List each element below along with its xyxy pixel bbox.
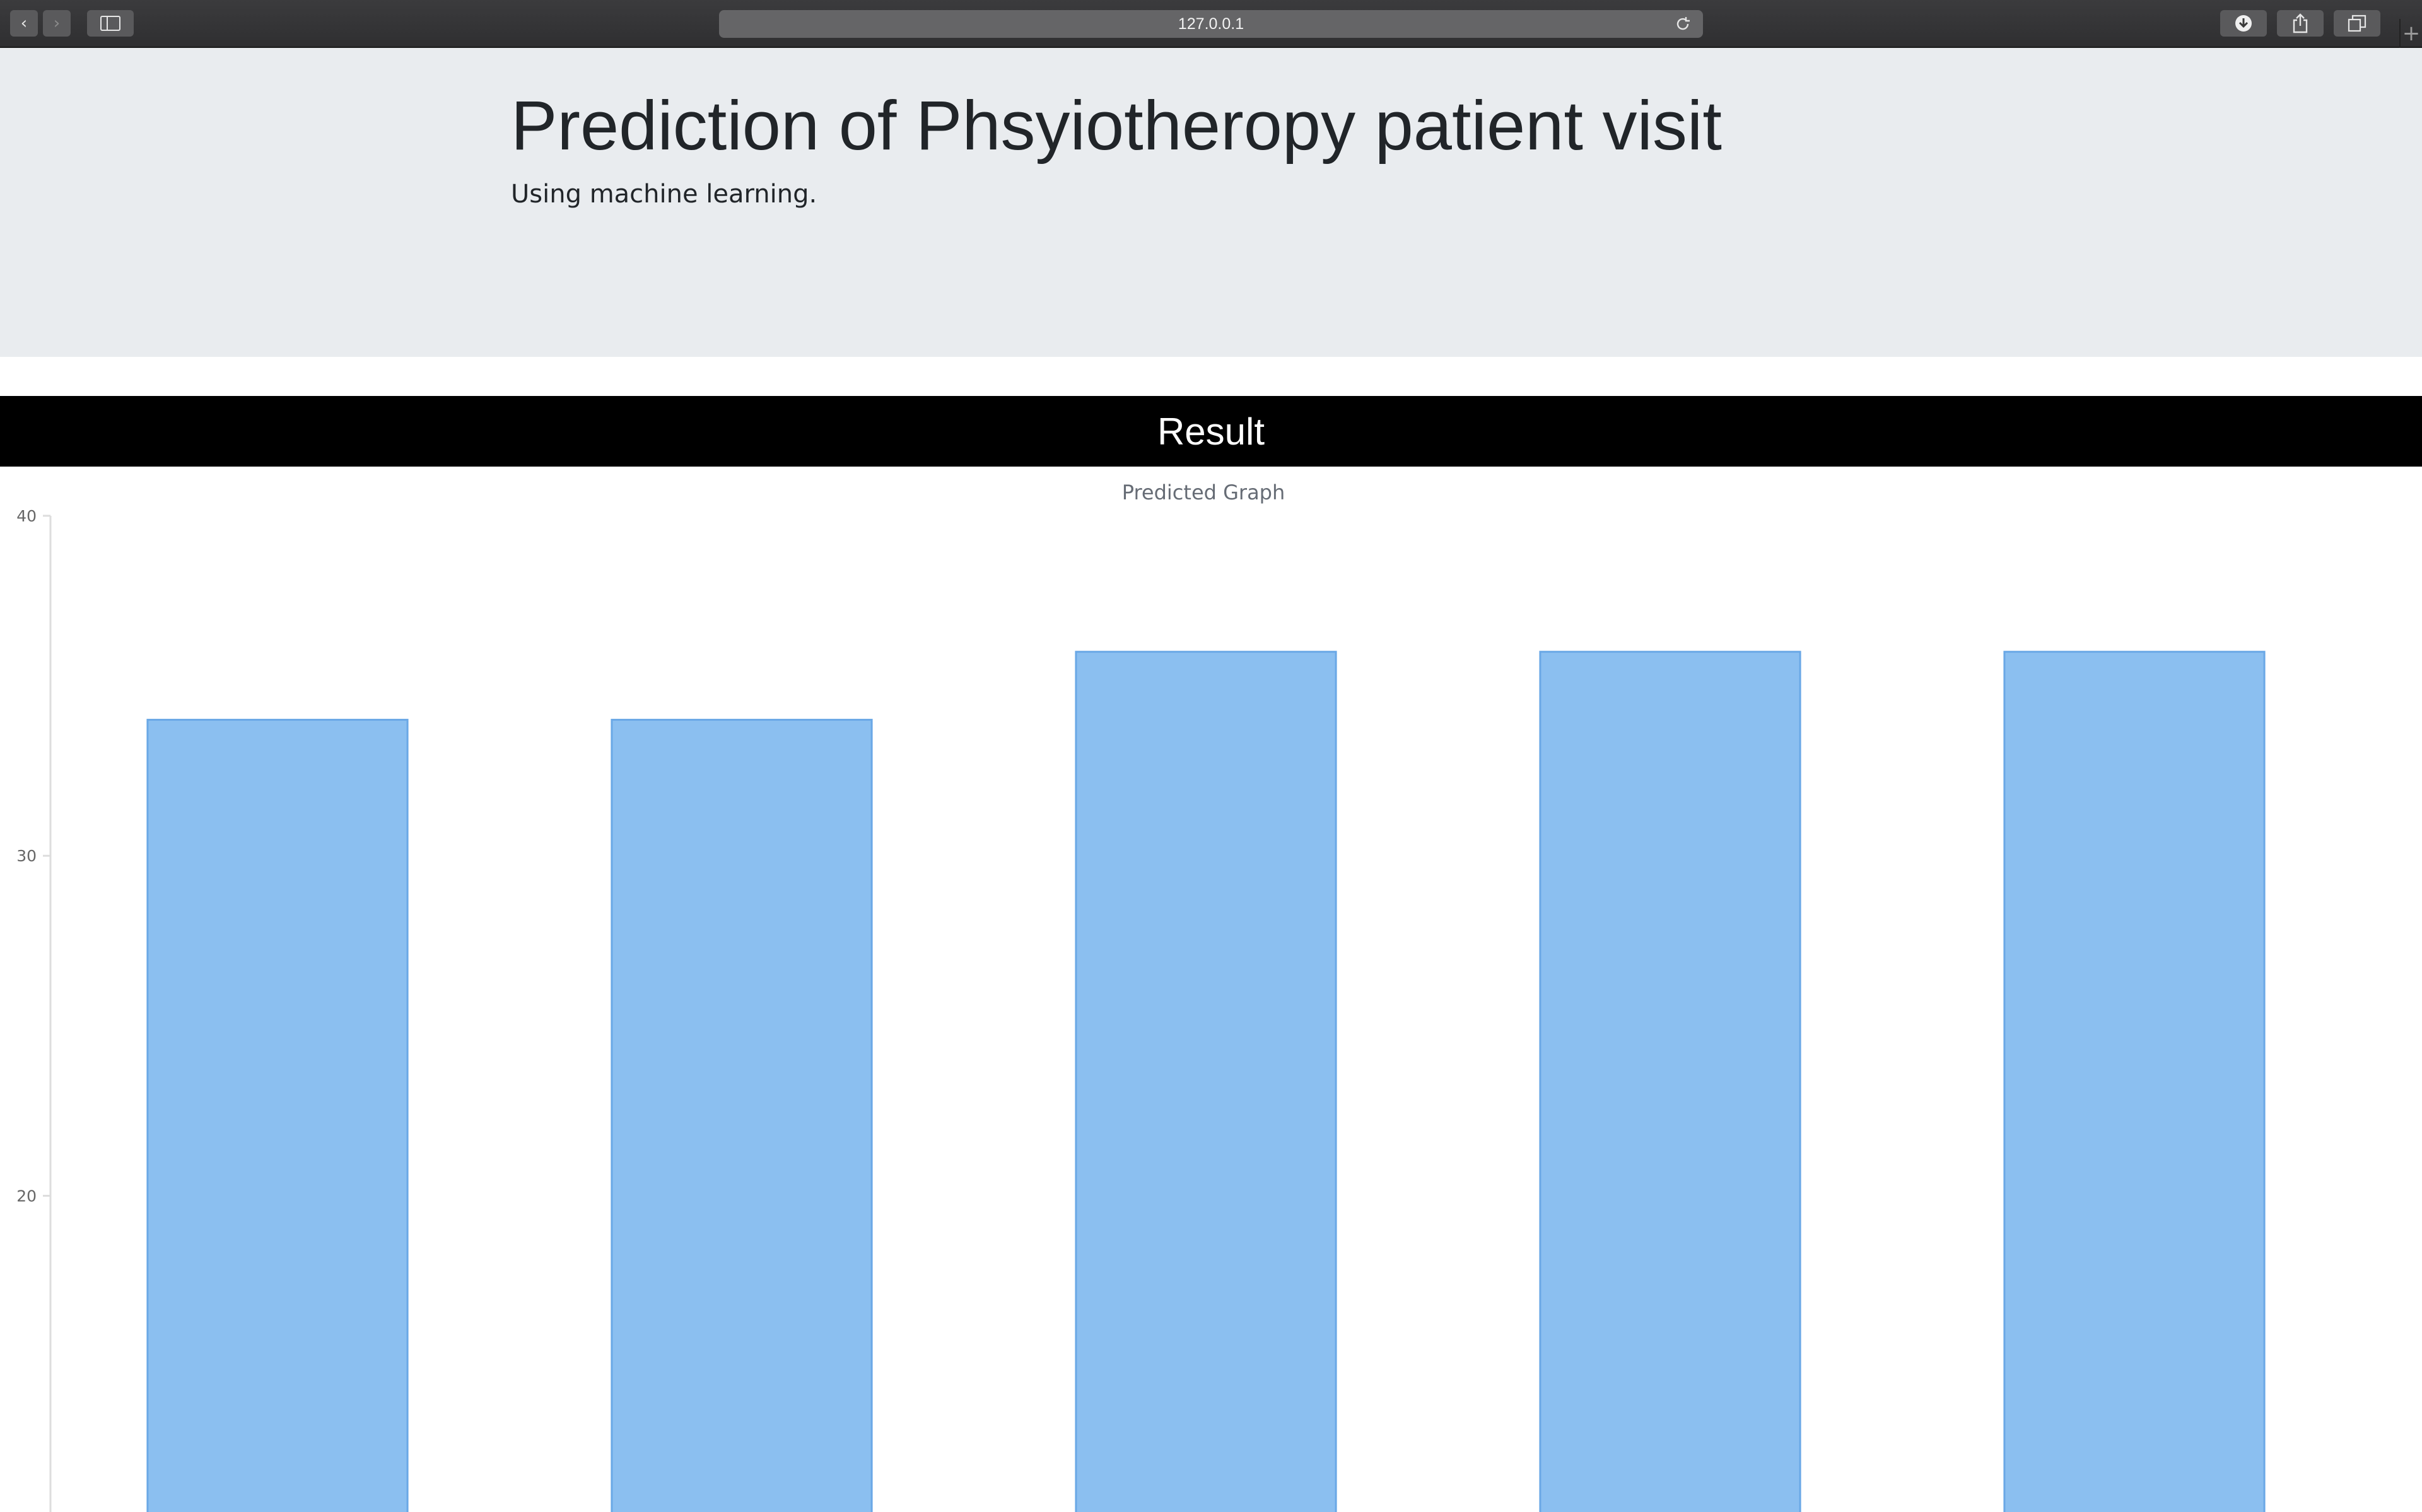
address-text: 127.0.0.1 <box>1178 15 1244 33</box>
share-icon <box>2293 13 2308 33</box>
downloads-button[interactable] <box>2220 10 2267 37</box>
chart-bar <box>2003 651 2266 1512</box>
sidebar-icon <box>100 16 120 31</box>
forward-button[interactable]: › <box>43 10 71 37</box>
result-heading: Result <box>1157 410 1265 453</box>
page-title: Prediction of Phsyiotheropy patient visi… <box>511 87 1722 165</box>
result-heading-bar: Result <box>0 396 2422 467</box>
share-button[interactable] <box>2277 10 2324 37</box>
chart-title: Predicted Graph <box>1122 480 1285 504</box>
chevron-left-icon: ‹ <box>20 14 28 33</box>
tab-overview-icon <box>2348 15 2366 32</box>
predicted-chart: Predicted Graph 20 30 40 <box>0 467 2422 1512</box>
sidebar-button[interactable] <box>87 10 134 37</box>
chart-bar <box>1075 651 1337 1512</box>
chart-bar <box>611 719 873 1512</box>
new-tab-button[interactable]: + <box>2399 19 2422 48</box>
chart-bar <box>1539 651 1801 1512</box>
y-tick-label: 40 <box>16 507 37 525</box>
browser-toolbar: ‹ › 127.0.0.1 + <box>0 0 2422 48</box>
back-button[interactable]: ‹ <box>10 10 38 37</box>
chart-bar <box>146 719 409 1512</box>
reload-icon[interactable] <box>1674 15 1692 33</box>
tab-overview-button[interactable] <box>2334 10 2380 37</box>
y-tick-label: 20 <box>16 1187 37 1205</box>
bar-chart-svg: Predicted Graph 20 30 40 <box>16 480 2266 1512</box>
y-tick-label: 30 <box>16 847 37 865</box>
download-icon <box>2235 15 2252 32</box>
page-subtitle: Using machine learning. <box>511 180 817 209</box>
plus-icon: + <box>2402 21 2421 46</box>
jumbotron-header <box>0 48 2422 357</box>
address-bar[interactable]: 127.0.0.1 <box>719 10 1703 38</box>
chevron-right-icon: › <box>53 14 61 33</box>
